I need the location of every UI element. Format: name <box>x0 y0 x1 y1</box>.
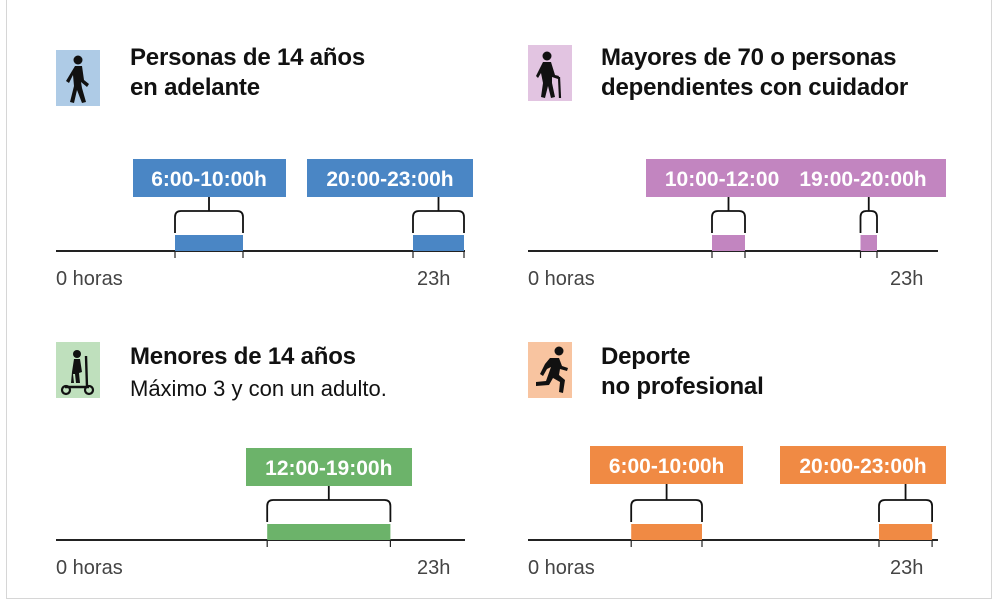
axis-start-label: 0 horas <box>528 557 595 579</box>
time-range-label: 19:00-20:00h <box>780 159 946 197</box>
frame-border <box>6 0 992 599</box>
axis-start-label: 0 horas <box>528 268 595 290</box>
panel-title-line: Menores de 14 años <box>130 343 356 370</box>
time-range-label: 20:00-23:00h <box>780 446 946 484</box>
time-range-label: 6:00-10:00h <box>132 159 286 197</box>
panel-title-line: Deporte <box>601 343 691 370</box>
time-range-label: 12:00-19:00h <box>245 448 412 486</box>
running-person-icon <box>528 342 572 398</box>
time-range-label: 20:00-23:00h <box>307 159 473 197</box>
child-scooter-icon <box>56 342 100 398</box>
panel-title-line: Personas de 14 años <box>130 44 365 71</box>
axis-end-label: 23h <box>890 268 924 290</box>
axis-start-label: 0 horas <box>56 268 123 290</box>
panel-title-line: Mayores de 70 o personas <box>601 44 897 71</box>
axis-end-label: 23h <box>890 557 924 579</box>
panel-title-line: no profesional <box>601 373 764 400</box>
elderly-person-cane-icon <box>528 45 572 101</box>
axis-start-label: 0 horas <box>56 557 123 579</box>
panel-title-line: en adelante <box>130 74 260 101</box>
axis-end-label: 23h <box>417 268 451 290</box>
panel-subtitle: Máximo 3 y con un adulto. <box>130 376 387 401</box>
walking-person-icon <box>56 50 100 106</box>
panel-title-line: dependientes con cuidador <box>601 74 909 101</box>
time-range-label: 6:00-10:00h <box>590 446 744 484</box>
axis-end-label: 23h <box>417 557 451 579</box>
